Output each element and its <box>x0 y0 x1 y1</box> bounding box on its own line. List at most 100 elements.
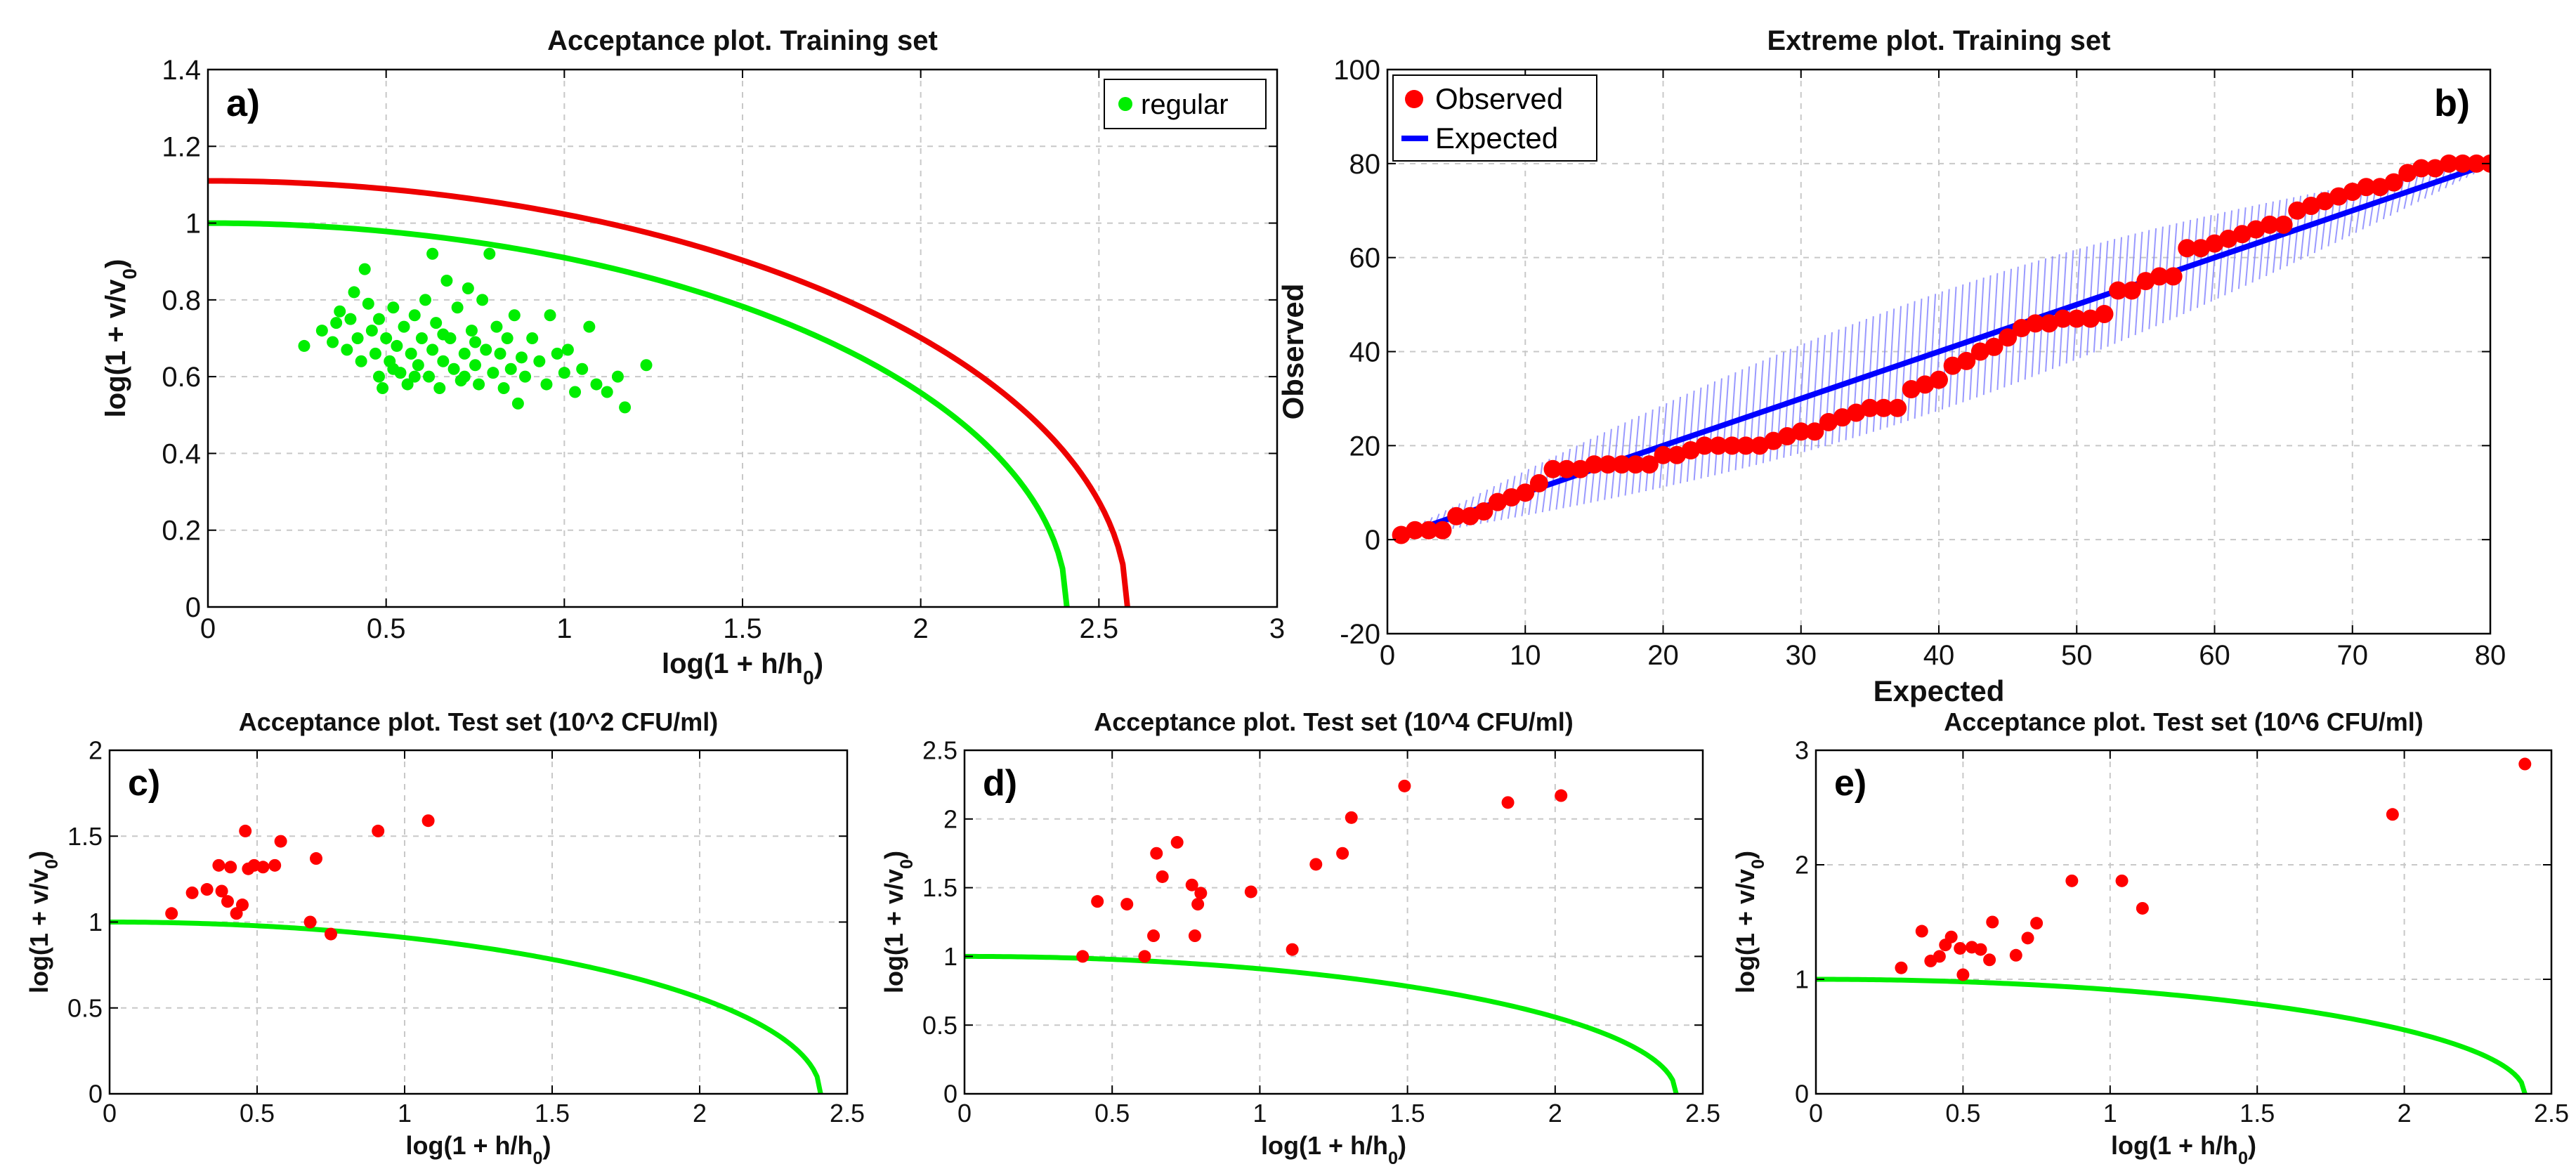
legend: Observed Expected <box>1392 74 1597 162</box>
data-point <box>504 362 517 375</box>
data-point <box>1170 836 1184 849</box>
observed-point <box>1957 351 1976 370</box>
x-axis-label-end: ) <box>543 1131 551 1160</box>
chart-c: 0 0.5 1 1.5 2 2.5 0 0.5 1 1.5 2 Acceptance plot. Te… <box>25 707 865 1168</box>
observed-point <box>1612 455 1631 474</box>
observed-point <box>2053 309 2072 328</box>
y-tick-label: 1.5 <box>67 822 103 851</box>
data-point <box>1076 950 1090 963</box>
data-point <box>487 367 499 379</box>
y-tick-label: 0.8 <box>162 285 201 316</box>
data-point <box>239 824 252 837</box>
data-point <box>398 320 410 333</box>
data-point <box>358 263 371 275</box>
data-point <box>1933 950 1946 963</box>
observed-point <box>2412 159 2431 178</box>
data-point <box>1150 847 1163 860</box>
data-point <box>303 915 317 929</box>
y-axis-label-end: ) <box>1731 851 1760 859</box>
y-axis-label-main: log(1 + v/v <box>25 869 53 993</box>
data-point <box>1956 968 1970 981</box>
y-tick-label: 3 <box>1795 736 1809 765</box>
data-point <box>298 339 310 352</box>
data-point <box>310 852 322 865</box>
observed-point <box>2067 309 2086 328</box>
data-point <box>1138 950 1151 963</box>
data-point <box>165 907 178 920</box>
data-point <box>483 247 496 260</box>
gridlines <box>1387 70 2490 634</box>
y-axis-label: log(1 + v/v0) <box>1731 851 1768 993</box>
y-tick-label: 0.6 <box>162 362 201 393</box>
observed-point <box>2178 239 2197 258</box>
x-tick-label: 2 <box>693 1099 707 1128</box>
gridlines <box>1816 750 2551 1094</box>
x-axis-label-end: ) <box>1398 1131 1406 1160</box>
y-axis-label-main: log(1 + v/v <box>100 279 131 417</box>
observed-point <box>1722 436 1741 455</box>
plot-area <box>110 750 847 1094</box>
y-tick-label: 2 <box>943 804 957 833</box>
y-tick-label: 1 <box>943 942 957 971</box>
data-point <box>1194 887 1208 900</box>
data-point <box>526 332 539 344</box>
data-point <box>1974 943 1987 956</box>
x-tick-label: 2.5 <box>1080 613 1119 644</box>
observed-point <box>1847 403 1866 422</box>
x-tick-label: 0.5 <box>1945 1099 1980 1128</box>
x-axis-label-main: log(1 + h/h <box>405 1131 532 1160</box>
observed-point <box>1640 455 1659 474</box>
y-tick-label: 1 <box>185 209 201 240</box>
legend-label: Observed <box>1435 82 1563 115</box>
data-point <box>224 861 237 874</box>
y-tick-label: 2 <box>89 736 103 765</box>
data-point <box>412 359 424 372</box>
data-point <box>2030 917 2044 930</box>
x-tick-label: 3 <box>1269 613 1285 644</box>
observed-point <box>1902 380 1921 399</box>
x-tick-label: 2 <box>2398 1099 2412 1128</box>
data-point <box>351 332 364 344</box>
chart-title: Extreme plot. Training set <box>1767 25 2110 56</box>
ticks: 0 0.5 1 1.5 2 2.5 3 0 0.2 0.4 0.6 0.8 1 1.2 1.4 <box>162 55 1285 644</box>
x-tick-label: 1 <box>2103 1099 2117 1128</box>
observed-point <box>1916 375 1935 394</box>
legend-label: regular <box>1141 89 1229 120</box>
ticks: 0 0.5 1 1.5 2 2.5 0 0.5 1 1.5 2 <box>67 736 865 1128</box>
data-point <box>221 895 234 908</box>
legend-box <box>1392 74 1597 162</box>
y-axis-label: log(1 + v/v0) <box>25 851 62 993</box>
observed-point <box>1489 492 1507 511</box>
x-axis-label-sub: 0 <box>803 667 814 688</box>
data-point <box>611 370 624 383</box>
data-point <box>2009 948 2022 962</box>
x-axis-label-main: log(1 + h/h <box>2111 1131 2238 1160</box>
data-point <box>380 332 393 344</box>
y-axis-label: log(1 + v/v0) <box>100 259 140 418</box>
data-point <box>447 362 460 375</box>
legend: regular <box>1104 79 1267 129</box>
data-point <box>373 370 386 383</box>
data-point <box>330 317 343 329</box>
data-point <box>458 347 471 360</box>
observed-point <box>2315 192 2334 211</box>
gridlines <box>965 750 1703 1094</box>
observed-point <box>2191 239 2210 258</box>
gridlines <box>208 70 1277 607</box>
data-point <box>469 336 481 348</box>
data-point <box>274 835 287 848</box>
data-points <box>165 814 435 941</box>
plot-frame <box>1815 749 2553 1095</box>
data-point <box>341 344 353 356</box>
data-point <box>401 378 414 391</box>
observed-point <box>2343 182 2362 201</box>
chart-title: Acceptance plot. Test set (10^4 CFU/ml) <box>1094 707 1574 736</box>
x-tick-label: 1.5 <box>2240 1099 2275 1128</box>
data-point <box>1191 898 1205 911</box>
data-point <box>1091 895 1104 908</box>
observed-point <box>1750 436 1769 455</box>
data-point <box>1309 858 1323 871</box>
data-point <box>440 275 453 287</box>
y-tick-label: 0 <box>943 1080 957 1109</box>
